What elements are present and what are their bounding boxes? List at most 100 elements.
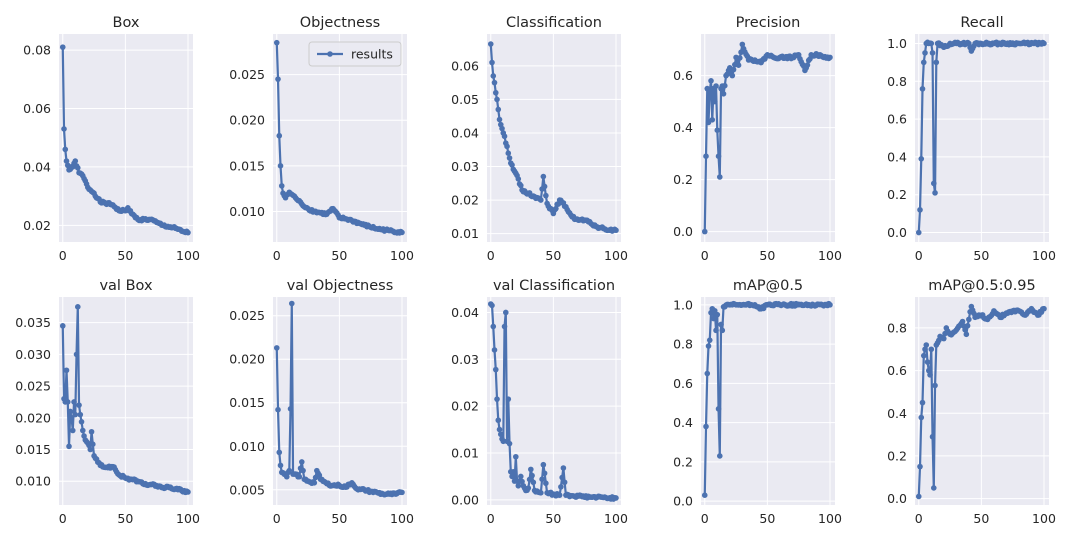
x-tick-label: 50 <box>759 248 775 263</box>
x-tick-label: 50 <box>545 248 561 263</box>
subplot-title: val Objectness <box>287 278 394 294</box>
data-point <box>964 322 971 329</box>
data-point <box>287 406 294 412</box>
y-tick-label: 0.010 <box>229 204 265 219</box>
subplot-4: 0 50 100 0.0 0.2 0.4 0.6 Precision <box>673 15 842 263</box>
data-point <box>558 484 564 490</box>
y-tick-label: 0.2 <box>673 172 693 187</box>
data-point <box>538 490 544 496</box>
data-point <box>494 396 500 402</box>
data-point <box>701 228 708 235</box>
data-point <box>729 72 736 79</box>
data-point <box>288 300 295 307</box>
data-point <box>713 83 719 89</box>
data-point <box>966 316 972 323</box>
data-point <box>518 473 524 480</box>
data-point <box>299 459 305 465</box>
data-point <box>506 440 513 447</box>
x-tick-label: 50 <box>331 511 347 526</box>
y-tick-label: 0.06 <box>23 101 51 116</box>
data-point <box>79 427 86 434</box>
plot-area <box>701 34 835 242</box>
data-point <box>932 190 938 196</box>
x-tick-label: 0 <box>915 511 923 526</box>
x-tick-label: 100 <box>176 248 200 263</box>
x-tick-label: 50 <box>973 248 989 263</box>
x-tick-label: 100 <box>604 248 628 263</box>
y-tick-label: 0.6 <box>673 68 693 83</box>
data-point <box>275 406 281 413</box>
data-point <box>716 174 723 180</box>
y-tick-label: 0.020 <box>15 410 51 425</box>
data-point <box>487 41 494 47</box>
y-tick-label: 0.035 <box>15 315 51 330</box>
data-point <box>495 417 502 424</box>
plot-area <box>915 34 1049 242</box>
data-point <box>529 472 535 479</box>
data-point <box>74 165 81 171</box>
x-tick-label: 0 <box>273 248 281 263</box>
subplot-6: 0 50 100 0.010 0.015 0.020 0.025 0.030 0.035 val … <box>15 278 200 526</box>
data-point <box>704 370 711 377</box>
data-point <box>720 91 727 97</box>
data-point <box>528 466 534 473</box>
data-point <box>917 207 923 213</box>
y-tick-label: 0.01 <box>451 226 479 241</box>
data-point <box>277 462 284 469</box>
data-point <box>515 482 522 489</box>
data-point <box>71 399 77 405</box>
data-point <box>827 54 833 61</box>
data-point <box>929 433 936 440</box>
x-tick-label: 0 <box>59 248 67 263</box>
data-point <box>74 304 81 310</box>
y-tick-label: 0.010 <box>15 474 51 489</box>
data-point <box>518 182 524 189</box>
y-tick-label: 0.030 <box>15 347 51 362</box>
x-tick-label: 100 <box>1032 248 1056 263</box>
y-tick-label: 0.06 <box>451 58 479 73</box>
y-tick-label: 0.02 <box>451 193 479 208</box>
data-point <box>716 453 723 459</box>
y-tick-label: 0.0 <box>673 224 693 239</box>
subplot-title: Recall <box>960 15 1003 31</box>
y-tick-label: 0.03 <box>451 352 479 367</box>
data-point <box>300 467 306 474</box>
data-point <box>538 197 544 203</box>
data-point <box>399 229 405 236</box>
legend: results <box>308 41 402 67</box>
data-point <box>275 76 281 82</box>
data-point <box>928 346 935 353</box>
legend-label: results <box>351 47 393 62</box>
y-tick-label: 0.02 <box>23 218 51 233</box>
data-point <box>540 461 547 468</box>
data-point <box>705 343 712 349</box>
subplot-8: 0 50 100 0.00 0.01 0.02 0.03 0.04 val Classifica… <box>451 278 628 526</box>
data-point <box>496 426 503 433</box>
y-tick-label: 0.025 <box>229 67 265 82</box>
data-point <box>714 127 721 133</box>
data-point <box>730 66 737 73</box>
y-tick-label: 0.04 <box>451 305 479 320</box>
data-point <box>505 396 512 402</box>
data-point <box>77 411 84 418</box>
data-point <box>930 485 937 491</box>
data-point <box>68 415 75 421</box>
data-point <box>491 347 498 353</box>
x-tick-label: 50 <box>117 511 133 526</box>
data-point <box>296 473 303 480</box>
y-tick-label: 0.01 <box>451 446 479 461</box>
y-tick-label: 0.08 <box>23 43 51 58</box>
data-point <box>539 476 545 482</box>
x-tick-label: 0 <box>273 511 281 526</box>
data-point <box>718 321 724 328</box>
data-point <box>492 366 499 373</box>
data-point <box>489 302 495 309</box>
data-point <box>87 446 94 453</box>
y-tick-label: 0.4 <box>887 406 907 421</box>
data-point <box>88 428 95 435</box>
x-tick-label: 50 <box>545 511 561 526</box>
y-tick-label: 0.6 <box>887 363 907 378</box>
data-point <box>710 315 717 322</box>
data-point <box>497 431 504 438</box>
